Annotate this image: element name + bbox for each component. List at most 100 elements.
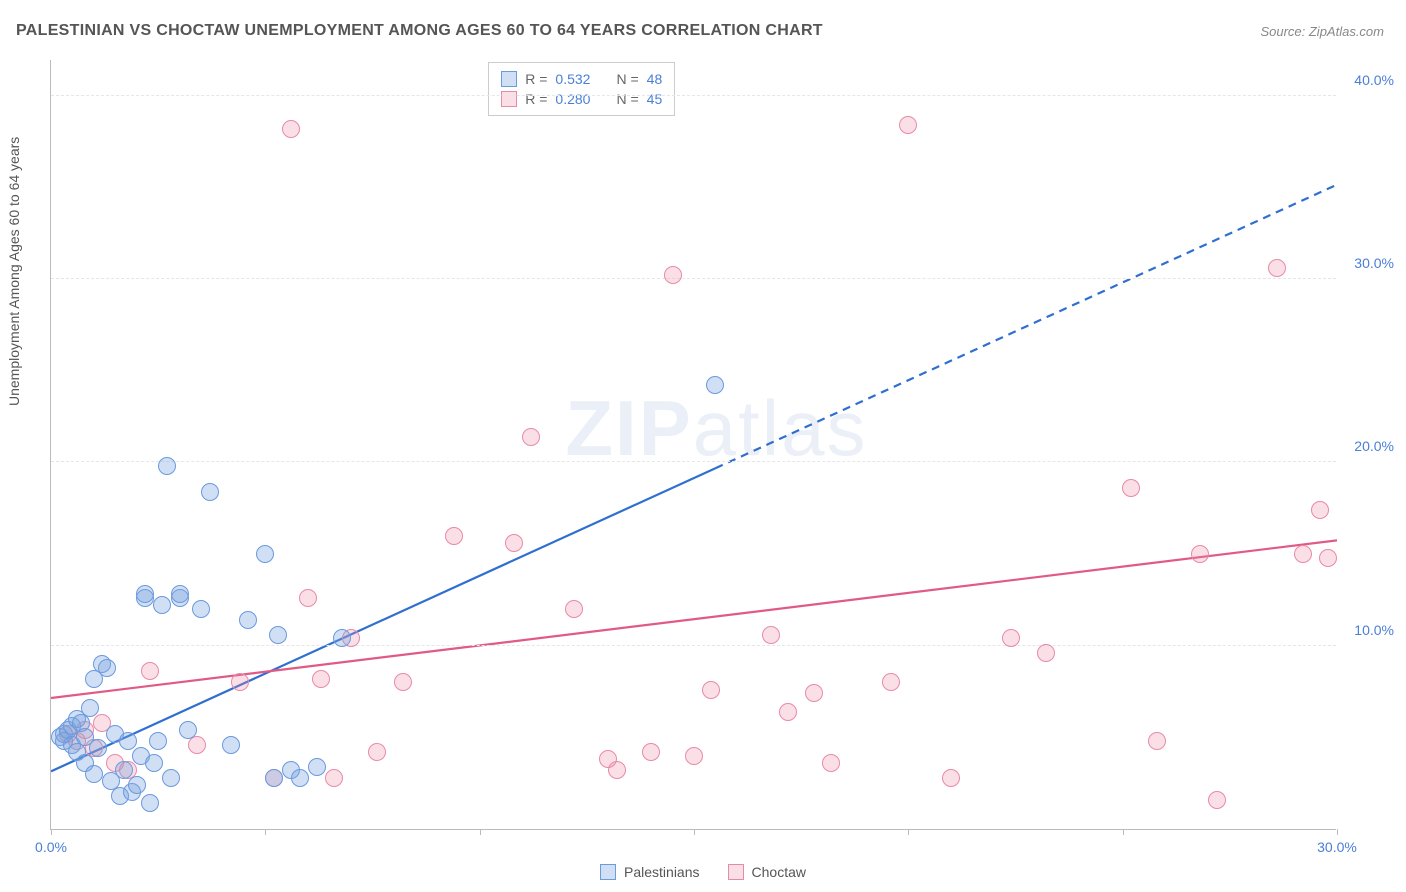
trendline-palestinians-dashed <box>715 185 1337 469</box>
data-point-choctaw <box>762 626 780 644</box>
data-point-palestinians <box>136 585 154 603</box>
legend-r-value-choctaw: 0.280 <box>555 91 590 107</box>
legend-item-choctaw: Choctaw <box>728 864 806 880</box>
data-point-choctaw <box>565 600 583 618</box>
data-point-palestinians <box>201 483 219 501</box>
data-point-palestinians <box>115 761 133 779</box>
watermark-atlas: atlas <box>693 384 868 472</box>
data-point-palestinians <box>153 596 171 614</box>
data-point-choctaw <box>141 662 159 680</box>
source-attribution: Source: ZipAtlas.com <box>1260 24 1384 39</box>
data-point-palestinians <box>171 585 189 603</box>
x-tick <box>1337 829 1338 835</box>
legend-n-value-choctaw: 45 <box>647 91 663 107</box>
x-tick-label: 30.0% <box>1317 839 1357 855</box>
legend-n-label: N = <box>616 71 638 87</box>
data-point-palestinians <box>85 765 103 783</box>
y-tick-label: 30.0% <box>1354 255 1394 271</box>
data-point-palestinians <box>98 659 116 677</box>
data-point-choctaw <box>882 673 900 691</box>
data-point-palestinians <box>81 699 99 717</box>
data-point-choctaw <box>299 589 317 607</box>
legend-row-choctaw: R = 0.280 N = 45 <box>501 89 662 109</box>
chart-title: PALESTINIAN VS CHOCTAW UNEMPLOYMENT AMON… <box>16 22 823 40</box>
legend-swatch-bottom-choctaw <box>728 864 744 880</box>
data-point-choctaw <box>1208 791 1226 809</box>
data-point-palestinians <box>706 376 724 394</box>
legend-row-palestinians: R = 0.532 N = 48 <box>501 69 662 89</box>
source-link[interactable]: ZipAtlas.com <box>1309 24 1384 39</box>
watermark-zip: ZIP <box>565 384 692 472</box>
x-tick <box>908 829 909 835</box>
data-point-choctaw <box>1311 501 1329 519</box>
data-point-choctaw <box>642 743 660 761</box>
data-point-choctaw <box>312 670 330 688</box>
data-point-choctaw <box>608 761 626 779</box>
data-point-choctaw <box>822 754 840 772</box>
x-tick-label: 0.0% <box>35 839 67 855</box>
y-tick-label: 20.0% <box>1354 438 1394 454</box>
data-point-choctaw <box>899 116 917 134</box>
data-point-palestinians <box>269 626 287 644</box>
data-point-palestinians <box>256 545 274 563</box>
legend-r-value-palestinians: 0.532 <box>555 71 590 87</box>
data-point-palestinians <box>158 457 176 475</box>
x-tick <box>480 829 481 835</box>
legend-n-value-palestinians: 48 <box>647 71 663 87</box>
data-point-palestinians <box>128 776 146 794</box>
x-tick <box>265 829 266 835</box>
data-point-palestinians <box>89 739 107 757</box>
data-point-choctaw <box>368 743 386 761</box>
gridline-h <box>51 95 1336 96</box>
source-prefix: Source: <box>1260 24 1308 39</box>
data-point-choctaw <box>1319 549 1337 567</box>
legend-item-palestinians: Palestinians <box>600 864 700 880</box>
data-point-palestinians <box>141 794 159 812</box>
data-point-choctaw <box>685 747 703 765</box>
gridline-h <box>51 645 1336 646</box>
y-axis-label: Unemployment Among Ages 60 to 64 years <box>6 137 22 406</box>
legend-n-label: N = <box>616 91 638 107</box>
data-point-palestinians <box>179 721 197 739</box>
data-point-choctaw <box>1148 732 1166 750</box>
data-point-palestinians <box>265 769 283 787</box>
x-tick <box>51 829 52 835</box>
data-point-choctaw <box>1037 644 1055 662</box>
data-point-choctaw <box>522 428 540 446</box>
legend-r-label: R = <box>525 91 547 107</box>
data-point-choctaw <box>1122 479 1140 497</box>
legend-swatch-bottom-palestinians <box>600 864 616 880</box>
data-point-choctaw <box>1268 259 1286 277</box>
data-point-choctaw <box>779 703 797 721</box>
y-tick-label: 40.0% <box>1354 72 1394 88</box>
data-point-choctaw <box>702 681 720 699</box>
legend-swatch-choctaw <box>501 91 517 107</box>
data-point-palestinians <box>333 629 351 647</box>
data-point-choctaw <box>1191 545 1209 563</box>
data-point-palestinians <box>239 611 257 629</box>
data-point-choctaw <box>445 527 463 545</box>
data-point-choctaw <box>1294 545 1312 563</box>
data-point-palestinians <box>119 732 137 750</box>
data-point-palestinians <box>308 758 326 776</box>
data-point-choctaw <box>942 769 960 787</box>
data-point-choctaw <box>505 534 523 552</box>
legend-r-label: R = <box>525 71 547 87</box>
data-point-choctaw <box>1002 629 1020 647</box>
data-point-palestinians <box>162 769 180 787</box>
legend-swatch-palestinians <box>501 71 517 87</box>
legend-label-palestinians: Palestinians <box>624 864 700 880</box>
data-point-choctaw <box>664 266 682 284</box>
data-point-choctaw <box>805 684 823 702</box>
y-tick-label: 10.0% <box>1354 622 1394 638</box>
series-legend: Palestinians Choctaw <box>600 864 806 880</box>
scatter-plot-area: ZIPatlas R =0.532N =48R =0.280N =45 10.0… <box>50 60 1336 830</box>
data-point-choctaw <box>231 673 249 691</box>
data-point-palestinians <box>192 600 210 618</box>
data-point-palestinians <box>145 754 163 772</box>
trendline-palestinians-solid <box>51 468 715 771</box>
trend-lines-svg <box>51 60 1337 830</box>
correlation-legend: R = 0.532 N = 48 R = 0.280 N = 45 <box>488 62 675 116</box>
data-point-choctaw <box>394 673 412 691</box>
x-tick <box>1123 829 1124 835</box>
